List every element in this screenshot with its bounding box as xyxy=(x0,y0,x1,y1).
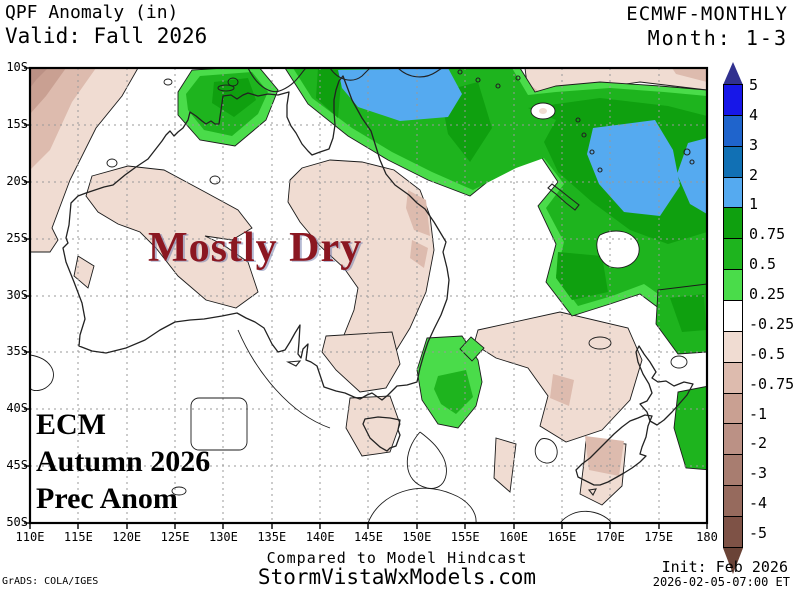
colorbar-tick-label: 0.75 xyxy=(749,225,786,244)
colorbar-segment xyxy=(723,269,743,302)
colorbar-segment xyxy=(723,361,743,394)
lon-tick-label: 150E xyxy=(402,530,432,544)
australia-coastline xyxy=(62,75,450,401)
colorbar-segment xyxy=(723,330,743,363)
valid-period: Valid: Fall 2026 xyxy=(5,24,208,48)
anomaly-shading xyxy=(30,68,707,506)
corner-label-line1: ECM xyxy=(36,408,106,441)
lat-tick-label: 10S xyxy=(6,60,28,74)
colorbar-tick-label: 1 xyxy=(749,195,759,214)
colorbar-segment xyxy=(723,485,743,518)
nz-south-island-coastline xyxy=(575,414,653,486)
lon-tick-label: 170E xyxy=(595,530,625,544)
colorbar-tick-label: 4 xyxy=(749,105,759,124)
colorbar-segment xyxy=(723,84,743,116)
lon-tick-label: 155E xyxy=(450,530,480,544)
new-caledonia-coastline xyxy=(547,183,580,211)
lon-tick-label: 140E xyxy=(305,530,335,544)
colorbar-segment xyxy=(723,454,743,487)
corner-label-line3: Prec Anom xyxy=(36,482,178,515)
lon-tick-label: 110E xyxy=(15,530,45,544)
colorbar-tick-label: -5 xyxy=(749,524,768,543)
grads-credit: GrADS: COLA/IGES xyxy=(2,576,99,587)
corner-label-line2: Autumn 2026 xyxy=(36,445,211,478)
lon-tick-label: 165E xyxy=(547,530,577,544)
colorbar xyxy=(723,62,743,574)
lon-tick-label: 160E xyxy=(499,530,529,544)
product-title: QPF Anomaly (in) xyxy=(5,2,179,23)
annotation-mostly-dry: Mostly Dry xyxy=(148,225,363,271)
colorbar-tick-label: -0.5 xyxy=(749,344,786,363)
lon-tick-label: 120E xyxy=(112,530,142,544)
colorbar-tick-label: -2 xyxy=(749,434,768,453)
compare-note: Compared to Model Hindcast xyxy=(266,549,528,567)
colorbar-tick-label: 0.5 xyxy=(749,255,777,274)
colorbar-tick-label: -0.25 xyxy=(749,314,794,333)
colorbar-lower-triangle xyxy=(723,547,743,574)
lat-lon-gridlines xyxy=(30,68,707,523)
month-range: Month: 1-3 xyxy=(647,26,788,50)
colorbar-tick-label: 3 xyxy=(749,135,759,154)
lat-tick-label: 25S xyxy=(6,230,28,245)
lat-tick-label: 20S xyxy=(6,173,28,188)
colorbar-upper-triangle xyxy=(723,62,743,85)
init-time: 2026-02-05-07:00 ET xyxy=(652,575,790,589)
lat-tick-label: 35S xyxy=(6,344,28,359)
lat-tick-label: 40S xyxy=(6,401,28,416)
colorbar-segment xyxy=(723,145,743,178)
nz-north-island-coastline xyxy=(635,345,694,426)
lat-tick-label: 50S xyxy=(6,515,28,529)
lat-tick-label: 45S xyxy=(6,458,28,473)
colorbar-segment xyxy=(723,114,743,147)
init-label: Init: Feb 2026 xyxy=(661,558,788,576)
tasmania-coastline xyxy=(362,416,401,452)
colorbar-tick-label: -1 xyxy=(749,404,768,423)
lon-tick-label: 130E xyxy=(208,530,238,544)
colorbar-segment xyxy=(723,176,743,209)
colorbar-segment xyxy=(723,423,743,456)
colorbar-segment xyxy=(723,207,743,240)
colorbar-segment xyxy=(723,516,743,548)
site-name: StormVistaWxModels.com xyxy=(257,565,537,589)
colorbar-tick-label: -3 xyxy=(749,464,768,483)
lon-tick-label: 125E xyxy=(160,530,190,544)
colorbar-segment xyxy=(723,238,743,271)
lon-tick-label: 175E xyxy=(644,530,674,544)
colorbar-segment xyxy=(723,300,743,332)
lat-tick-label: 15S xyxy=(6,116,28,131)
colorbar-tick-label: 0.25 xyxy=(749,285,786,304)
lon-tick-label: 145E xyxy=(354,530,383,544)
colorbar-tick-label: -0.75 xyxy=(749,374,794,393)
colorbar-tick-label: -4 xyxy=(749,494,768,513)
lat-tick-label: 30S xyxy=(6,287,28,302)
lon-tick-label: 180 xyxy=(696,530,718,544)
lon-tick-label: 115E xyxy=(63,530,93,544)
axis-ticks xyxy=(24,67,708,529)
colorbar-segment xyxy=(723,392,743,425)
lon-tick-label: 135E xyxy=(257,530,287,544)
coastlines-and-contours xyxy=(30,68,695,523)
corner-label-block: ECM Autumn 2026 Prec Anom xyxy=(36,406,210,517)
model-name: ECMWF-MONTHLY xyxy=(626,3,788,25)
colorbar-tick-label: 5 xyxy=(749,76,759,94)
colorbar-tick-label: 2 xyxy=(749,165,759,184)
